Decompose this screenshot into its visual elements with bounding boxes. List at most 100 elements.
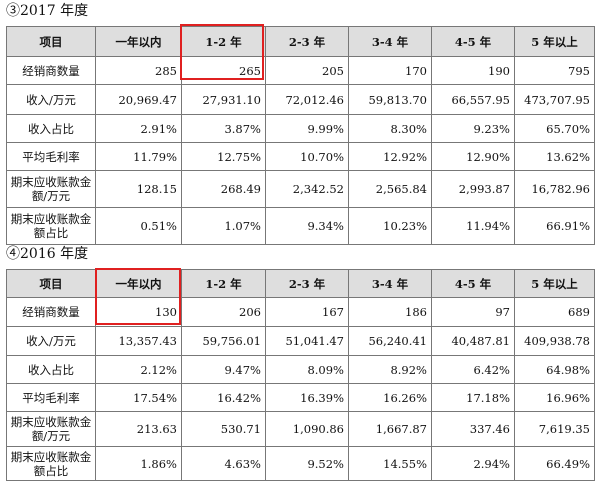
- row-label: 收入占比: [6, 355, 96, 384]
- table-cell: 205: [265, 56, 349, 85]
- table-cell: 167: [265, 297, 349, 327]
- column-header: 一年以内: [95, 26, 182, 57]
- table-cell: 9.47%: [181, 355, 266, 384]
- table-cell: 16.26%: [348, 383, 432, 412]
- row-label: 平均毛利率: [6, 142, 96, 171]
- table-cell: 170: [348, 56, 432, 85]
- table-cell: 14.55%: [348, 446, 432, 481]
- row-label: 收入/万元: [6, 326, 96, 356]
- table-cell: 9.23%: [431, 114, 515, 143]
- table-cell: 27,931.10: [181, 84, 266, 115]
- table-cell: 10.70%: [265, 142, 349, 171]
- column-header: 3-4 年: [348, 269, 432, 298]
- row-label: 平均毛利率: [6, 383, 96, 412]
- table-cell: 12.92%: [348, 142, 432, 171]
- table-cell: 2,342.52: [265, 170, 349, 208]
- table-cell: 8.30%: [348, 114, 432, 143]
- row-label: 收入占比: [6, 114, 96, 143]
- column-header: 3-4 年: [348, 26, 432, 57]
- table-cell: 2.94%: [431, 446, 515, 481]
- table-cell: 66.49%: [514, 446, 595, 481]
- table-cell: 265: [181, 56, 266, 85]
- table-cell: 337.46: [431, 411, 515, 447]
- table-row: 期末应收账款金额占比 0.51% 1.07% 9.34% 10.23% 11.94% 66.…: [6, 207, 595, 245]
- table-row: 平均毛利率 17.54% 16.42% 16.39% 16.26% 17.18% 16.96…: [6, 383, 595, 412]
- table-cell: 16,782.96: [514, 170, 595, 208]
- table-cell: 206: [181, 297, 266, 327]
- table-cell: 20,969.47: [95, 84, 182, 115]
- row-label: 期末应收账款金额占比: [6, 446, 96, 481]
- table-row: 期末应收账款金额/万元 213.63 530.71 1,090.86 1,667.87 3…: [6, 411, 595, 447]
- table-cell: 66,557.95: [431, 84, 515, 115]
- table-cell: 40,487.81: [431, 326, 515, 356]
- table-cell: 186: [348, 297, 432, 327]
- table-cell: 66.91%: [514, 207, 595, 245]
- row-label: 期末应收账款金额/万元: [6, 170, 96, 208]
- table-cell: 11.79%: [95, 142, 182, 171]
- table-cell: 13.62%: [514, 142, 595, 171]
- table-cell: 7,619.35: [514, 411, 595, 447]
- table-row: 经销商数量 285 265 205 170 190 795: [6, 56, 595, 85]
- table-row: 经销商数量 130 206 167 186 97 689: [6, 297, 595, 327]
- table-cell: 2,565.84: [348, 170, 432, 208]
- table-row: 收入/万元 20,969.47 27,931.10 72,012.46 59,813.7…: [6, 84, 595, 115]
- table-cell: 9.52%: [265, 446, 349, 481]
- table-cell: 9.99%: [265, 114, 349, 143]
- table-row: 收入占比 2.12% 9.47% 8.09% 8.92% 6.42% 64.98%: [6, 355, 595, 384]
- table-cell: 10.23%: [348, 207, 432, 245]
- section-title-2017: ③2017 年度: [6, 3, 89, 19]
- table-cell: 51,041.47: [265, 326, 349, 356]
- table-cell: 17.18%: [431, 383, 515, 412]
- table-cell: 6.42%: [431, 355, 515, 384]
- table-cell: 2.12%: [95, 355, 182, 384]
- section-title-2016: ④2016 年度: [6, 246, 89, 262]
- row-label: 期末应收账款金额占比: [6, 207, 96, 245]
- table-row: 平均毛利率 11.79% 12.75% 10.70% 12.92% 12.90% 13.62…: [6, 142, 595, 171]
- table-cell: 8.92%: [348, 355, 432, 384]
- column-header: 5 年以上: [514, 26, 595, 57]
- table-cell: 689: [514, 297, 595, 327]
- column-header: 1-2 年: [181, 269, 266, 298]
- table-cell: 9.34%: [265, 207, 349, 245]
- table-cell: 1.86%: [95, 446, 182, 481]
- table-cell: 473,707.95: [514, 84, 595, 115]
- table-cell: 56,240.41: [348, 326, 432, 356]
- column-header: 2-3 年: [265, 26, 349, 57]
- table-row: 期末应收账款金额/万元 128.15 268.49 2,342.52 2,565.84 2…: [6, 170, 595, 208]
- table-cell: 11.94%: [431, 207, 515, 245]
- column-header: 5 年以上: [514, 269, 595, 298]
- table-cell: 8.09%: [265, 355, 349, 384]
- table-cell: 12.90%: [431, 142, 515, 171]
- table-cell: 59,756.01: [181, 326, 266, 356]
- table-cell: 59,813.70: [348, 84, 432, 115]
- table-cell: 2,993.87: [431, 170, 515, 208]
- table-cell: 4.63%: [181, 446, 266, 481]
- column-header: 一年以内: [95, 269, 182, 298]
- table-cell: 17.54%: [95, 383, 182, 412]
- table-cell: 12.75%: [181, 142, 266, 171]
- table-cell: 16.42%: [181, 383, 266, 412]
- column-header: 4-5 年: [431, 26, 515, 57]
- table-cell: 128.15: [95, 170, 182, 208]
- table-cell: 795: [514, 56, 595, 85]
- table-cell: 65.70%: [514, 114, 595, 143]
- table-cell: 72,012.46: [265, 84, 349, 115]
- row-label: 经销商数量: [6, 297, 96, 327]
- table-row: 收入/万元 13,357.43 59,756.01 51,041.47 56,240.4…: [6, 326, 595, 356]
- column-header: 项目: [6, 269, 96, 298]
- column-header: 2-3 年: [265, 269, 349, 298]
- table-row: 收入占比 2.91% 3.87% 9.99% 8.30% 9.23% 65.70%: [6, 114, 595, 143]
- table-cell: 1.07%: [181, 207, 266, 245]
- table-cell: 130: [95, 297, 182, 327]
- table-cell: 16.96%: [514, 383, 595, 412]
- table-cell: 268.49: [181, 170, 266, 208]
- table-cell: 2.91%: [95, 114, 182, 143]
- table-cell: 16.39%: [265, 383, 349, 412]
- column-header: 1-2 年: [181, 26, 266, 57]
- table-cell: 3.87%: [181, 114, 266, 143]
- table-row: 期末应收账款金额占比 1.86% 4.63% 9.52% 14.55% 2.94% 66.4…: [6, 446, 595, 481]
